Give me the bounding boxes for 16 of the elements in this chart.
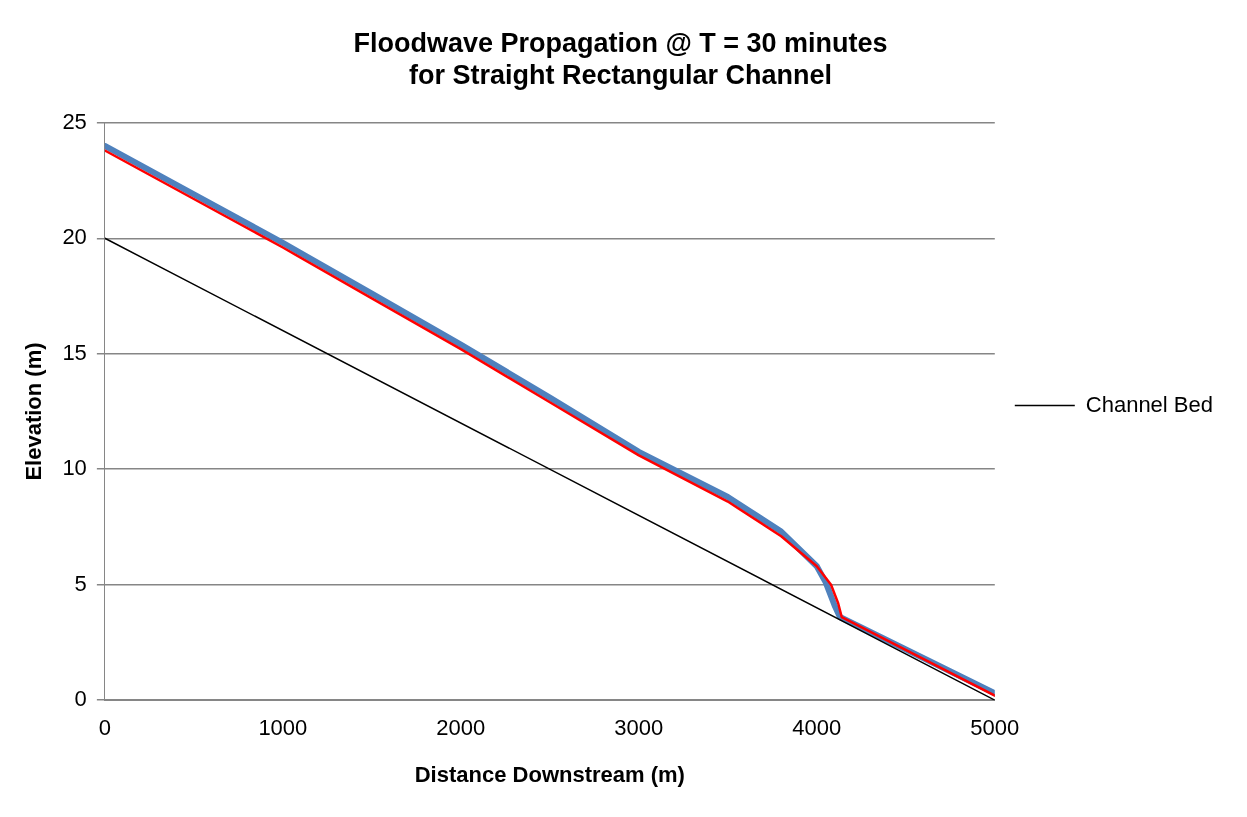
x-tick-label: 0 — [98, 715, 111, 741]
y-tick-label: 0 — [74, 686, 87, 712]
y-tick-label: 5 — [74, 570, 87, 596]
x-tick-label: 5000 — [970, 715, 1020, 741]
x-tick-label: 4000 — [792, 715, 842, 741]
x-tick-label: 1000 — [258, 715, 308, 741]
y-axis-title: Elevation (m) — [21, 342, 47, 481]
chart-title: Floodwave Propagation @ T = 30 minutes for Straight Rectangular Channel — [353, 27, 888, 91]
x-tick-label: 3000 — [614, 715, 664, 741]
y-tick-label: 20 — [62, 224, 87, 250]
x-tick-label: 2000 — [436, 715, 486, 741]
y-tick-label: 10 — [62, 455, 87, 481]
x-axis-title: Distance Downstream (m) — [414, 761, 685, 787]
y-tick-label: 15 — [62, 339, 87, 365]
y-tick-label: 25 — [62, 108, 87, 134]
legend-label: Channel Bed — [1085, 391, 1214, 417]
